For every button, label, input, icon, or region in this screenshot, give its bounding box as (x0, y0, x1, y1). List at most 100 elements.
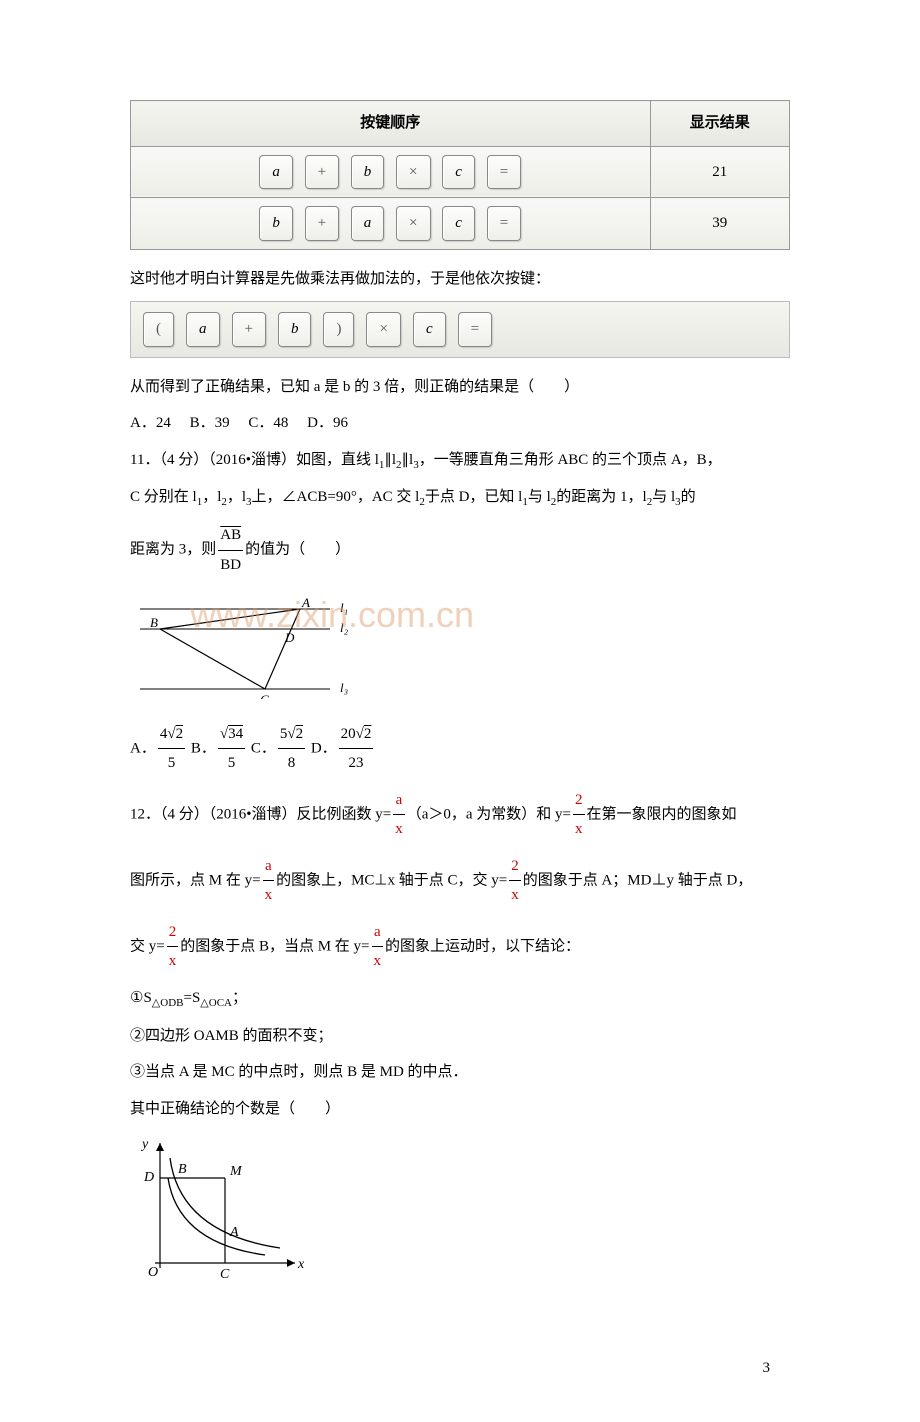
text: 的图象于点 A；MD⊥y 轴于点 D， (523, 872, 753, 888)
key-b: b (278, 312, 312, 347)
svg-text:A: A (301, 595, 310, 610)
option-c-frac: 5√28 (278, 720, 305, 778)
svg-text:C: C (260, 692, 269, 699)
result-cell: 21 (650, 146, 790, 198)
den: x (372, 946, 384, 976)
num: a (263, 852, 275, 881)
text: 与 l (528, 489, 551, 505)
svg-text:D: D (284, 630, 295, 645)
label-c: C． (251, 740, 276, 756)
den: x (167, 946, 179, 976)
den: x (393, 814, 405, 844)
text: 的图象上，MC⊥x 轴于点 C，交 y= (276, 872, 507, 888)
key-equals: = (487, 206, 521, 241)
svg-text:B: B (150, 615, 158, 630)
q12-conclusion-4: 其中正确结论的个数是（ ） (130, 1095, 790, 1124)
text: ，l (202, 489, 221, 505)
q11-stem: 11．（4 分）（2016•淄博）如图，直线 l1∥l2∥l3，一等腰直角三角形… (130, 446, 790, 476)
q12-conclusion-2: ②四边形 OAMB 的面积不变； (130, 1022, 790, 1051)
text: 图所示，点 M 在 y= (130, 872, 261, 888)
q11-line3: 距离为 3，则ABBD的值为（ ） (130, 521, 790, 579)
option-d: D．96 (307, 415, 348, 431)
svg-text:A: A (229, 1225, 239, 1240)
frac-2-x: 2x (509, 852, 521, 910)
frac-a-x: ax (393, 786, 405, 844)
svg-text:D: D (143, 1170, 154, 1185)
key-a: a (351, 206, 385, 241)
num: √34 (218, 720, 245, 749)
frac-2-x: 2x (167, 918, 179, 976)
q12-line2: 图所示，点 M 在 y=ax的图象上，MC⊥x 轴于点 C，交 y=2x的图象于… (130, 852, 790, 910)
key-b: b (259, 206, 293, 241)
key-a: a (259, 155, 293, 190)
key-a: a (186, 312, 220, 347)
keypress-table: 按键顺序 显示结果 a + b × c = 21 b + a × c = 39 (130, 100, 790, 250)
text: 于点 D，已知 l (425, 489, 523, 505)
num: 4√2 (158, 720, 185, 749)
key-c: c (442, 206, 475, 241)
text: =S (183, 990, 200, 1006)
option-a: A．24 (130, 415, 171, 431)
key-c: c (413, 312, 446, 347)
den: 5 (158, 748, 185, 778)
num: 2 (573, 786, 585, 815)
text: 上，∠ACB=90°，AC 交 l (252, 489, 420, 505)
den: 23 (339, 748, 374, 778)
key-times: × (366, 312, 400, 347)
key-equals: = (458, 312, 492, 347)
text: ①S (130, 990, 152, 1006)
table-row: b + a × c = 39 (131, 198, 790, 250)
den: x (573, 814, 585, 844)
text: 12．（4 分）（2016•淄博）反比例函数 y= (130, 806, 391, 822)
label-b: B． (191, 740, 216, 756)
q11-line2: C 分别在 l1，l2，l3上，∠ACB=90°，AC 交 l2于点 D，已知 … (130, 483, 790, 513)
option-a-frac: 4√25 (158, 720, 185, 778)
key-rparen: ) (323, 312, 354, 347)
text: 与 l (652, 489, 675, 505)
numerator: AB (218, 521, 243, 550)
key-plus: + (305, 155, 339, 190)
svg-text:l₂: l₂ (340, 620, 349, 635)
num: 5√2 (278, 720, 305, 749)
q11-options: A．4√25 B．√345 C．5√28 D．20√223 (130, 720, 790, 778)
text: 的图象于点 B，当点 M 在 y= (180, 938, 369, 954)
den: x (509, 880, 521, 910)
denominator: BD (218, 550, 243, 580)
option-d-frac: 20√223 (339, 720, 374, 778)
col-header-sequence: 按键顺序 (131, 101, 651, 147)
key-c: c (442, 155, 475, 190)
text: 在第一象限内的图象如 (587, 806, 737, 822)
q12-stem: 12．（4 分）（2016•淄博）反比例函数 y=ax（a＞0，a 为常数）和 … (130, 786, 790, 844)
frac-2-x: 2x (573, 786, 585, 844)
svg-text:M: M (229, 1164, 243, 1179)
num: a (393, 786, 405, 815)
den: x (263, 880, 275, 910)
key-sequence-cell: a + b × c = (131, 146, 651, 198)
svg-text:l₁: l₁ (340, 600, 348, 615)
text: 的 (681, 489, 696, 505)
num: a (372, 918, 384, 947)
text: （a＞0，a 为常数）和 y= (407, 806, 571, 822)
num: 20√2 (339, 720, 374, 749)
q10-options: A．24 B．39 C．48 D．96 (130, 409, 790, 438)
result-text: 从而得到了正确结果，已知 a 是 b 的 3 倍，则正确的结果是（ ） (130, 373, 790, 402)
key-lparen: ( (143, 312, 174, 347)
key-equals: = (487, 155, 521, 190)
option-b-frac: √345 (218, 720, 245, 778)
option-b: B．39 (190, 415, 230, 431)
text: C 分别在 l (130, 489, 197, 505)
q12-diagram: y x O D B M A C (130, 1133, 790, 1294)
key-plus: + (305, 206, 339, 241)
frac-a-x: ax (372, 918, 384, 976)
col-header-result: 显示结果 (650, 101, 790, 147)
text: 交 y= (130, 938, 165, 954)
text: ，一等腰直角三角形 ABC 的三个顶点 A，B， (419, 452, 722, 468)
text: 距离为 3，则 (130, 542, 216, 558)
q12-line3: 交 y=2x的图象于点 B，当点 M 在 y=ax的图象上运动时，以下结论： (130, 918, 790, 976)
num: 2 (167, 918, 179, 947)
text: 的值为（ ） (245, 542, 350, 558)
explanation-text: 这时他才明白计算器是先做乘法再做加法的，于是他依次按键： (130, 265, 790, 294)
den: 5 (218, 748, 245, 778)
num: 2 (509, 852, 521, 881)
svg-text:x: x (297, 1257, 305, 1272)
